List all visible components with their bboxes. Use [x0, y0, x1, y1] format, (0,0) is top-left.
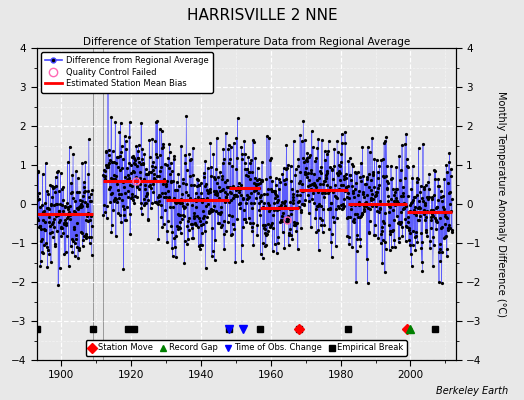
Y-axis label: Monthly Temperature Anomaly Difference (°C): Monthly Temperature Anomaly Difference (…: [496, 91, 506, 317]
Title: Difference of Station Temperature Data from Regional Average: Difference of Station Temperature Data f…: [83, 37, 410, 47]
Legend: Station Move, Record Gap, Time of Obs. Change, Empirical Break: Station Move, Record Gap, Time of Obs. C…: [85, 340, 407, 356]
Text: Berkeley Earth: Berkeley Earth: [436, 386, 508, 396]
Text: HARRISVILLE 2 NNE: HARRISVILLE 2 NNE: [187, 8, 337, 23]
